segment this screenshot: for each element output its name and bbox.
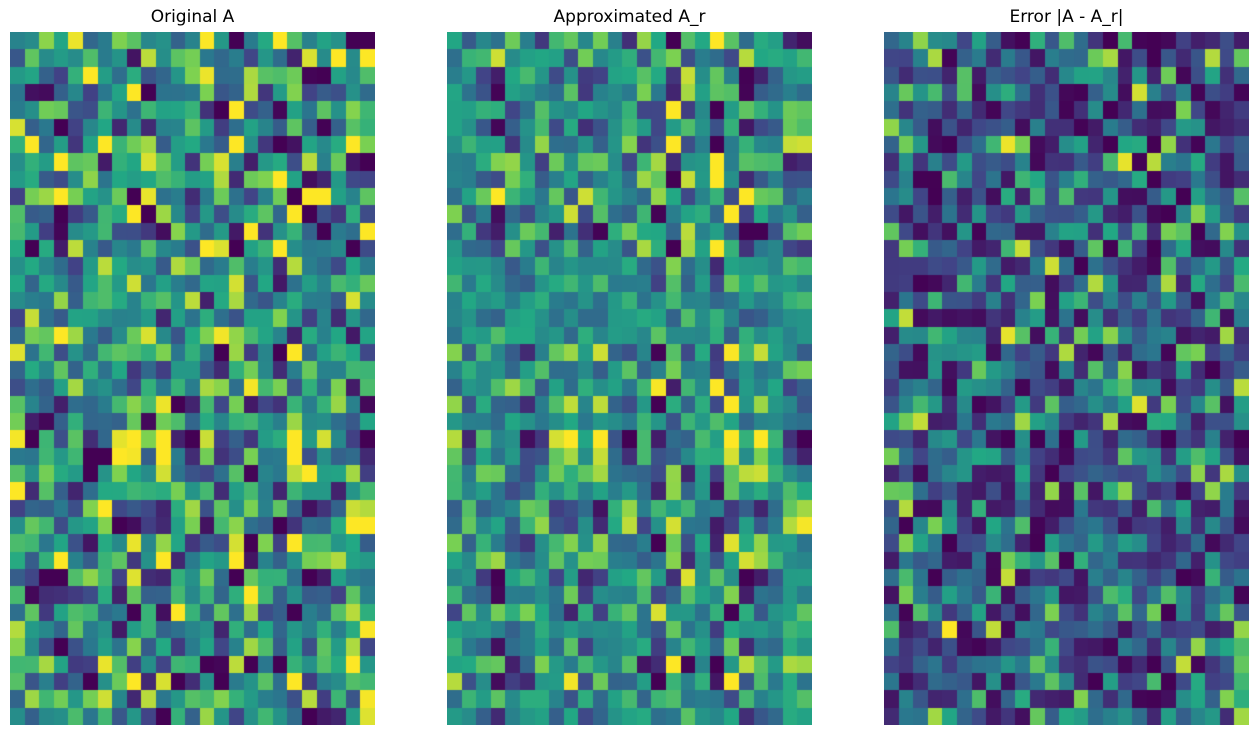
heatmap-approximated-ar (447, 32, 812, 725)
panel-approximated-ar: Approximated A_r (447, 0, 812, 735)
panel-original-a: Original A (10, 0, 375, 735)
panel-title-original-a: Original A (150, 7, 235, 27)
panel-title-error: Error |A - A_r| (1009, 7, 1124, 27)
panel-title-approximated-ar: Approximated A_r (553, 7, 706, 27)
heatmap-original-a (10, 32, 375, 725)
heatmap-error (884, 32, 1249, 725)
panel-error: Error |A - A_r| (884, 0, 1249, 735)
